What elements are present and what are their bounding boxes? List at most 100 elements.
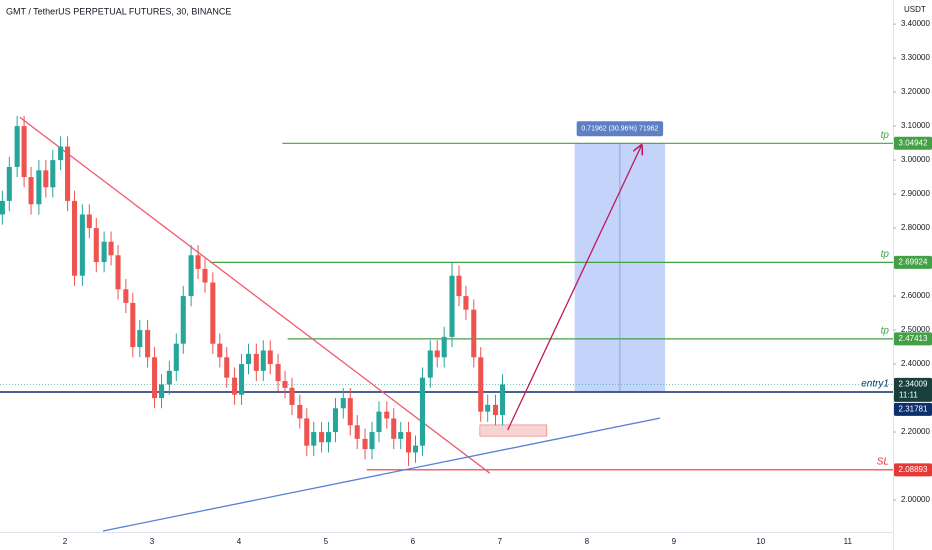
candle-body <box>217 343 223 358</box>
candle-body <box>347 398 353 426</box>
candle-body <box>384 411 390 419</box>
zone-label: 0.71962 (30.96%) 71962 <box>581 126 658 133</box>
y-tick-label: 2.90000 <box>901 189 930 198</box>
x-tick-label: 9 <box>672 537 677 546</box>
candle-body <box>101 241 107 263</box>
candle-body <box>166 370 172 385</box>
x-tick-label: 3 <box>150 537 155 546</box>
candle-body <box>304 418 310 446</box>
candle-body <box>456 275 462 297</box>
candle-body <box>362 438 368 450</box>
candle-body <box>50 160 56 188</box>
support-box <box>479 424 548 437</box>
candle-body <box>72 200 78 276</box>
y-tick-label: 3.20000 <box>901 87 930 96</box>
candle-body <box>232 377 238 395</box>
chart-title: GMT / TetherUS PERPETUAL FUTURES, 30, BI… <box>6 6 231 16</box>
candle-body <box>311 432 317 446</box>
candle-body <box>79 214 85 276</box>
candle-body <box>210 282 216 344</box>
candle-body <box>123 289 129 303</box>
candle-body <box>93 228 99 263</box>
y-tick-label: 3.40000 <box>901 19 930 28</box>
candle-body <box>86 214 92 229</box>
x-tick-label: 6 <box>411 537 416 546</box>
level-label: SL <box>877 456 889 467</box>
candle-body <box>282 381 288 388</box>
candle-body <box>115 255 121 290</box>
axis-unit: USDT <box>904 5 926 14</box>
candle-body <box>449 275 455 337</box>
candle-body <box>267 350 273 365</box>
candle-body <box>405 432 412 453</box>
x-tick-label: 2 <box>63 537 68 546</box>
y-tick-label: 2.60000 <box>901 291 930 300</box>
candle-body <box>398 432 404 439</box>
x-tick-label: 4 <box>237 537 242 546</box>
x-tick-label: 11 <box>844 537 853 546</box>
candle-body <box>253 353 259 371</box>
x-tick-label: 8 <box>585 537 590 546</box>
y-tick-label: 3.30000 <box>901 53 930 62</box>
price-box <box>894 136 932 150</box>
level-label: tp <box>881 130 890 141</box>
x-tick-label: 10 <box>756 537 765 546</box>
candle-body <box>325 432 332 443</box>
trendline <box>102 417 661 532</box>
price-box-label: 2.69924 <box>899 257 928 266</box>
candle-body <box>0 200 5 215</box>
price-box-label: 2.47413 <box>899 334 928 343</box>
y-tick-label: 2.40000 <box>901 359 930 368</box>
candle-body <box>376 411 382 433</box>
candle-body <box>319 432 325 443</box>
trendline <box>19 116 491 474</box>
price-box <box>894 377 932 402</box>
candle-body <box>340 398 346 409</box>
candle-body <box>354 425 360 439</box>
candle-body <box>180 296 186 344</box>
candle-body <box>297 404 303 419</box>
candle-body <box>36 170 42 205</box>
candle-body <box>14 126 20 167</box>
price-box-label: 2.34009 <box>899 380 928 389</box>
candle-body <box>485 404 491 412</box>
candle-body <box>492 404 499 416</box>
price-box-label: 3.04942 <box>899 138 928 147</box>
candle-body <box>245 353 252 365</box>
candle-body <box>463 296 469 310</box>
candle-body <box>499 384 506 416</box>
price-box <box>894 463 932 477</box>
y-tick-label: 2.80000 <box>901 223 930 232</box>
level-label: tp <box>881 249 890 260</box>
price-box-label: 2.08893 <box>899 465 928 474</box>
candle-body <box>202 268 208 283</box>
y-tick-label: 2.20000 <box>901 427 930 436</box>
candle-body <box>158 384 165 399</box>
zone-label-bg <box>576 121 664 137</box>
candle-body <box>28 177 34 205</box>
level-label: entry1 <box>861 379 889 390</box>
candle-body <box>369 432 375 450</box>
candle-body <box>275 364 281 382</box>
candle-body <box>289 387 295 405</box>
candle-body <box>65 146 71 201</box>
candle-body <box>195 255 201 269</box>
candle-body <box>21 126 27 178</box>
candle-body <box>434 350 440 358</box>
candle-body <box>391 418 397 439</box>
candle-body <box>188 255 194 297</box>
candle-body <box>224 357 230 378</box>
price-countdown: 11:11 <box>899 391 918 400</box>
candle-body <box>108 241 114 256</box>
candle-body <box>58 146 64 161</box>
candle-body <box>152 357 158 399</box>
y-tick-label: 2.50000 <box>901 325 930 334</box>
arrow <box>507 145 642 431</box>
price-box <box>894 332 932 346</box>
candle-body <box>419 377 425 446</box>
price-box-label: 2.31781 <box>899 405 928 414</box>
candle-body <box>145 330 151 358</box>
x-tick-label: 7 <box>498 537 503 546</box>
candle-body <box>6 166 12 201</box>
